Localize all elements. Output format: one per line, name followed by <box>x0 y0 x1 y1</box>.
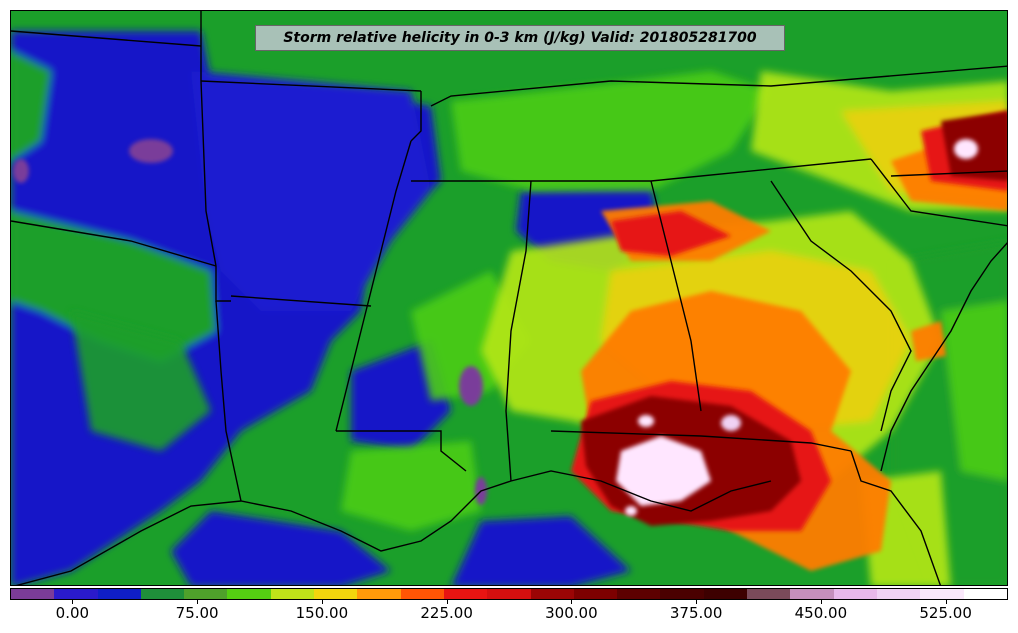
colorbar-swatch <box>833 589 877 599</box>
colorbar-tick-label: 375.00 <box>669 604 723 622</box>
colorbar-swatch <box>357 589 401 599</box>
colorbar-tick-mark <box>945 600 947 604</box>
colorbar-tick-label: 150.00 <box>295 604 349 622</box>
colorbar-swatch <box>140 589 185 599</box>
map-panel: Storm relative helicity in 0-3 km (J/kg)… <box>10 10 1008 586</box>
map-title: Storm relative helicity in 0-3 km (J/kg)… <box>283 30 757 46</box>
colorbar-tick-mark <box>321 600 323 604</box>
colorbar-ticks: 0.00 75.00 150.00 225.00 300.00 375.00 450.00 5… <box>10 600 1008 632</box>
colorbar-swatch <box>660 589 704 599</box>
colorbar-tick-mark <box>72 600 74 604</box>
colorbar-tick-label: 300.00 <box>545 604 598 622</box>
field-purple <box>13 139 487 505</box>
colorbar-swatch <box>54 589 98 599</box>
colorbar-swatch <box>920 589 964 599</box>
colorbar-swatch <box>573 589 618 599</box>
colorbar-tick-mark <box>820 600 822 604</box>
colorbar-swatch <box>314 589 358 599</box>
colorbar-tick-mark <box>446 600 448 604</box>
state-boundaries <box>11 11 1007 585</box>
colorbar-swatch <box>11 589 55 599</box>
colorbar-swatch <box>876 589 921 599</box>
colorbar-tick-label: 450.00 <box>794 604 848 622</box>
helicity-map <box>11 11 1007 585</box>
colorbar-swatch <box>443 589 488 599</box>
colorbar-swatch <box>747 589 791 599</box>
colorbar-swatch <box>487 589 531 599</box>
map-title-box: Storm relative helicity in 0-3 km (J/kg)… <box>255 25 785 51</box>
colorbar-tick-label: 75.00 <box>175 604 219 622</box>
colorbar-tick-label: 525.00 <box>919 604 972 622</box>
colorbar-tick-mark <box>571 600 573 604</box>
colorbar <box>10 588 1008 600</box>
colorbar-swatch <box>97 589 141 599</box>
colorbar-swatch <box>530 589 574 599</box>
colorbar-swatch <box>790 589 834 599</box>
colorbar-swatch <box>963 589 1007 599</box>
colorbar-swatch <box>270 589 315 599</box>
field-maxima <box>616 139 978 516</box>
colorbar-swatch <box>227 589 271 599</box>
colorbar-swatch <box>617 589 661 599</box>
colorbar-swatch <box>703 589 748 599</box>
colorbar-swatch <box>400 589 444 599</box>
colorbar-tick-mark <box>696 600 698 604</box>
colorbar-tick-mark <box>197 600 199 604</box>
colorbar-swatch <box>184 589 228 599</box>
colorbar-tick-label: 225.00 <box>420 604 473 622</box>
colorbar-tick-label: 0.00 <box>55 604 90 622</box>
